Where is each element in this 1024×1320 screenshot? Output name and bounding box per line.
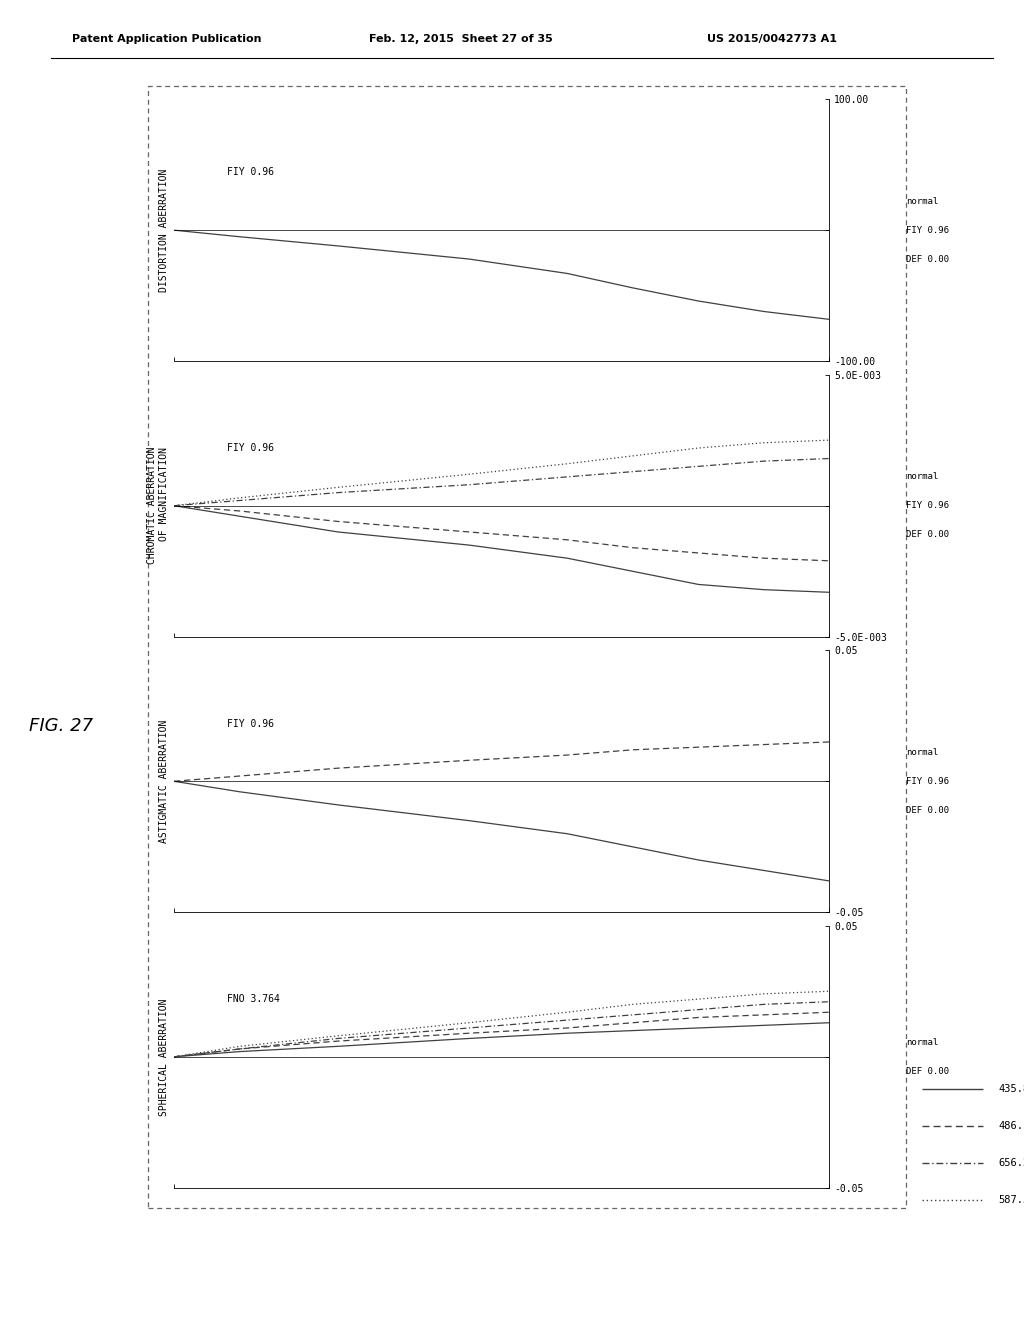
Text: normal: normal	[906, 747, 938, 756]
Text: DEF 0.00: DEF 0.00	[906, 255, 949, 264]
Text: DEF 0.00: DEF 0.00	[906, 805, 949, 814]
Text: DEF 0.00: DEF 0.00	[906, 1067, 949, 1076]
Text: FIY 0.96: FIY 0.96	[226, 444, 273, 453]
Text: normal: normal	[906, 473, 938, 482]
Text: FNO 3.764: FNO 3.764	[226, 994, 280, 1005]
Text: FIY 0.96: FIY 0.96	[226, 168, 273, 177]
Text: US 2015/0042773 A1: US 2015/0042773 A1	[707, 33, 837, 44]
Text: FIY 0.96: FIY 0.96	[226, 718, 273, 729]
Text: ASTIGMATIC ABERRATION: ASTIGMATIC ABERRATION	[159, 719, 169, 843]
Text: SPHERICAL ABERRATION: SPHERICAL ABERRATION	[159, 998, 169, 1115]
Text: FIG. 27: FIG. 27	[30, 717, 93, 735]
Text: FIY 0.96: FIY 0.96	[906, 226, 949, 235]
Text: CHROMATIC ABERRATION
OF MAGNIFICATION: CHROMATIC ABERRATION OF MAGNIFICATION	[147, 447, 169, 565]
Text: 486.13: 486.13	[998, 1121, 1024, 1131]
Text: DEF 0.00: DEF 0.00	[906, 531, 949, 540]
Text: 587.56: 587.56	[998, 1195, 1024, 1205]
Text: FIY 0.96: FIY 0.96	[906, 502, 949, 511]
Text: Patent Application Publication: Patent Application Publication	[72, 33, 261, 44]
Text: DISTORTION ABERRATION: DISTORTION ABERRATION	[159, 169, 169, 292]
Text: normal: normal	[906, 197, 938, 206]
Text: Feb. 12, 2015  Sheet 27 of 35: Feb. 12, 2015 Sheet 27 of 35	[369, 33, 552, 44]
Text: 435.83: 435.83	[998, 1084, 1024, 1094]
Text: FIY 0.96: FIY 0.96	[906, 776, 949, 785]
Text: normal: normal	[906, 1038, 938, 1047]
Text: 656.27: 656.27	[998, 1158, 1024, 1168]
